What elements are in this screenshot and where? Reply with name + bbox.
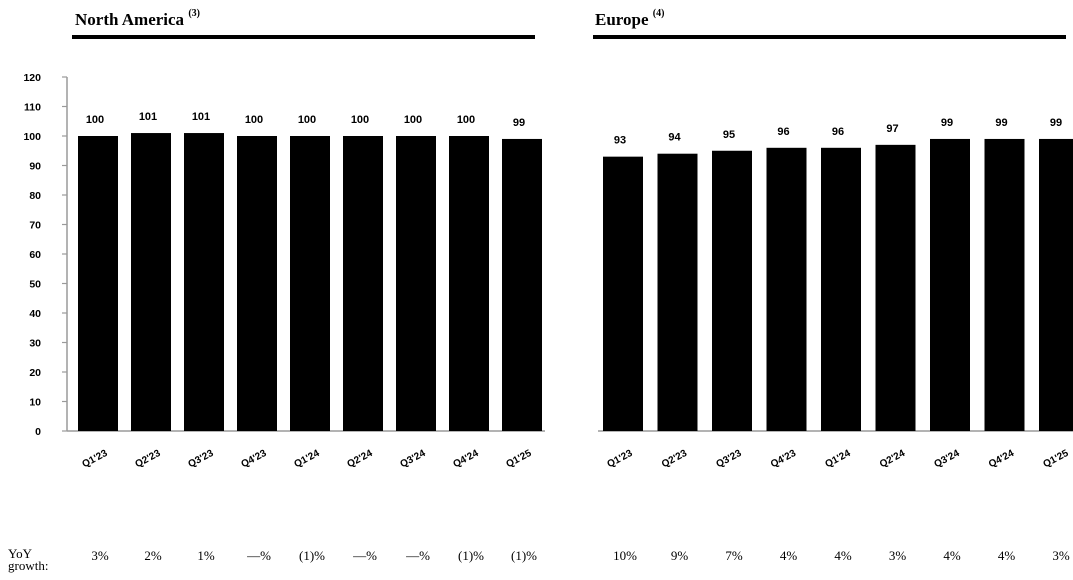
- europe-title-rule: [593, 35, 1066, 39]
- north-america-chart-title: North America (3): [75, 8, 200, 29]
- north-america-category-label: Q2'23: [134, 448, 163, 471]
- europe-yoy-value: 9%: [670, 548, 689, 563]
- europe-category-label: Q4'24: [987, 448, 1016, 471]
- north-america-data-label: 100: [298, 114, 316, 126]
- europe-bar: [603, 156, 643, 431]
- north-america-y-tick-label: 120: [23, 72, 41, 84]
- europe-bar: [766, 147, 807, 432]
- europe-data-label: 96: [777, 126, 789, 138]
- europe-yoy-value: 4%: [997, 548, 1016, 563]
- europe-yoy-value: 10%: [613, 548, 637, 563]
- north-america-y-tick-label: 70: [29, 220, 41, 232]
- north-america-data-label: 101: [192, 111, 210, 123]
- north-america-y-tick-label: 90: [29, 161, 41, 173]
- north-america-data-label: 100: [351, 114, 369, 126]
- europe-data-label: 99: [1050, 117, 1062, 129]
- europe-data-label: 93: [614, 135, 626, 147]
- north-america-category-label: Q2'24: [346, 448, 375, 471]
- europe-category-label: Q4'23: [769, 448, 798, 471]
- europe-category-label: Q1'24: [824, 448, 853, 471]
- north-america-y-tick-label: 10: [29, 397, 41, 409]
- europe-yoy-value: 4%: [834, 548, 852, 563]
- north-america-yoy-value: 1%: [197, 548, 215, 563]
- europe-chart-title: Europe (4): [595, 8, 665, 29]
- north-america-y-tick-label: 80: [29, 190, 41, 202]
- north-america-data-label: 100: [86, 114, 104, 126]
- north-america-data-label: 100: [404, 114, 422, 126]
- europe-bar: [875, 144, 916, 431]
- europe-data-label: 97: [886, 123, 898, 135]
- north-america-bar: [343, 136, 383, 431]
- europe-yoy-value: 4%: [779, 548, 798, 563]
- north-america-y-tick-label: 40: [29, 308, 41, 320]
- north-america-yoy-value: —%: [247, 548, 271, 563]
- north-america-yoy-value: (1)%: [299, 548, 325, 563]
- north-america-yoy-value: (1)%: [511, 548, 537, 563]
- north-america-category-label: Q3'24: [399, 448, 428, 471]
- north-america-bar: [237, 136, 277, 431]
- north-america-category-label: Q3'23: [187, 448, 216, 471]
- europe-yoy-value: 7%: [725, 548, 743, 563]
- north-america-yoy-value: (1)%: [458, 548, 484, 563]
- north-america-y-tick-label: 60: [29, 249, 41, 261]
- north-america-category-label: Q1'24: [293, 448, 322, 471]
- north-america-category-label: Q1'25: [505, 448, 534, 471]
- europe-category-label: Q2'24: [878, 448, 907, 471]
- north-america-data-label: 99: [513, 117, 525, 129]
- north-america-category-label: Q4'24: [452, 448, 481, 471]
- europe-yoy-value: 3%: [1052, 548, 1070, 563]
- north-america-data-label: 101: [139, 111, 157, 123]
- europe-bar: [984, 138, 1025, 431]
- north-america-data-label: 100: [245, 114, 263, 126]
- europe-bar: [657, 153, 698, 431]
- europe-data-label: 99: [941, 117, 953, 129]
- europe-bar: [821, 147, 861, 432]
- north-america-category-label: Q1'23: [81, 448, 110, 471]
- europe-category-label: Q3'23: [715, 448, 744, 471]
- north-america-bar: [184, 133, 224, 432]
- north-america-y-tick-label: 20: [29, 367, 41, 379]
- north-america-bar: [78, 136, 118, 431]
- north-america-y-tick-label: 100: [23, 131, 41, 143]
- north-america-bar: [131, 133, 171, 432]
- europe-data-label: 94: [668, 132, 681, 144]
- north-america-bar: [502, 138, 542, 431]
- north-america-bar: [449, 136, 489, 431]
- north-america-yoy-value: 2%: [144, 548, 162, 563]
- yoy-growth-label: YoY growth:: [8, 546, 49, 573]
- europe-category-label: Q2'23: [660, 448, 689, 471]
- europe-category-label: Q1'25: [1042, 448, 1071, 471]
- north-america-title-rule: [72, 35, 535, 39]
- north-america-yoy-value: —%: [353, 548, 377, 563]
- north-america-bar: [396, 136, 436, 431]
- north-america-category-label: Q4'23: [240, 448, 269, 471]
- europe-bar: [712, 150, 752, 431]
- europe-data-label: 96: [832, 126, 844, 138]
- north-america-y-tick-label: 30: [29, 338, 41, 350]
- north-america-y-tick-label: 50: [29, 279, 41, 291]
- europe-data-label: 99: [995, 117, 1007, 129]
- europe-data-label: 95: [723, 129, 735, 141]
- north-america-y-tick-label: 0: [35, 426, 41, 438]
- north-america-bar: [290, 136, 330, 431]
- europe-bar: [930, 138, 970, 431]
- north-america-yoy-value: 3%: [91, 548, 109, 563]
- europe-category-label: Q1'23: [606, 448, 635, 471]
- europe-bar: [1039, 138, 1073, 431]
- north-america-data-label: 100: [457, 114, 475, 126]
- europe-category-label: Q3'24: [933, 448, 962, 471]
- europe-yoy-value: 4%: [943, 548, 961, 563]
- europe-yoy-value: 3%: [888, 548, 907, 563]
- north-america-yoy-value: —%: [406, 548, 430, 563]
- north-america-y-tick-label: 110: [24, 102, 41, 114]
